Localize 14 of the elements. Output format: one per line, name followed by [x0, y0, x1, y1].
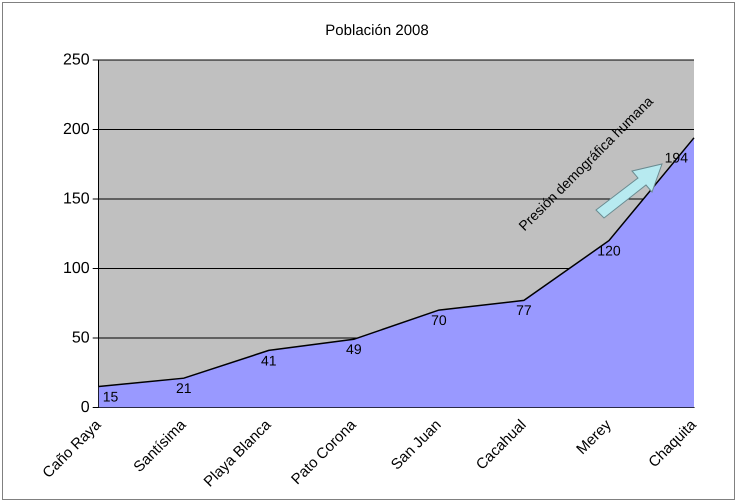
data-label: 70 — [431, 312, 447, 328]
y-tick-label: 150 — [62, 190, 90, 208]
chart-title: Población 2008 — [325, 22, 429, 40]
y-tick-label: 50 — [72, 329, 90, 346]
y-tick-label: 250 — [62, 51, 90, 68]
data-label: 41 — [260, 352, 277, 368]
data-label: 49 — [346, 341, 362, 358]
y-tick-label: 100 — [62, 260, 90, 277]
data-label: 77 — [516, 302, 532, 318]
data-label: 15 — [102, 388, 118, 404]
data-label: 21 — [176, 380, 192, 396]
y-tick-label: 200 — [62, 120, 90, 138]
data-label: 120 — [597, 242, 621, 258]
y-tick-label: 0 — [80, 398, 90, 416]
